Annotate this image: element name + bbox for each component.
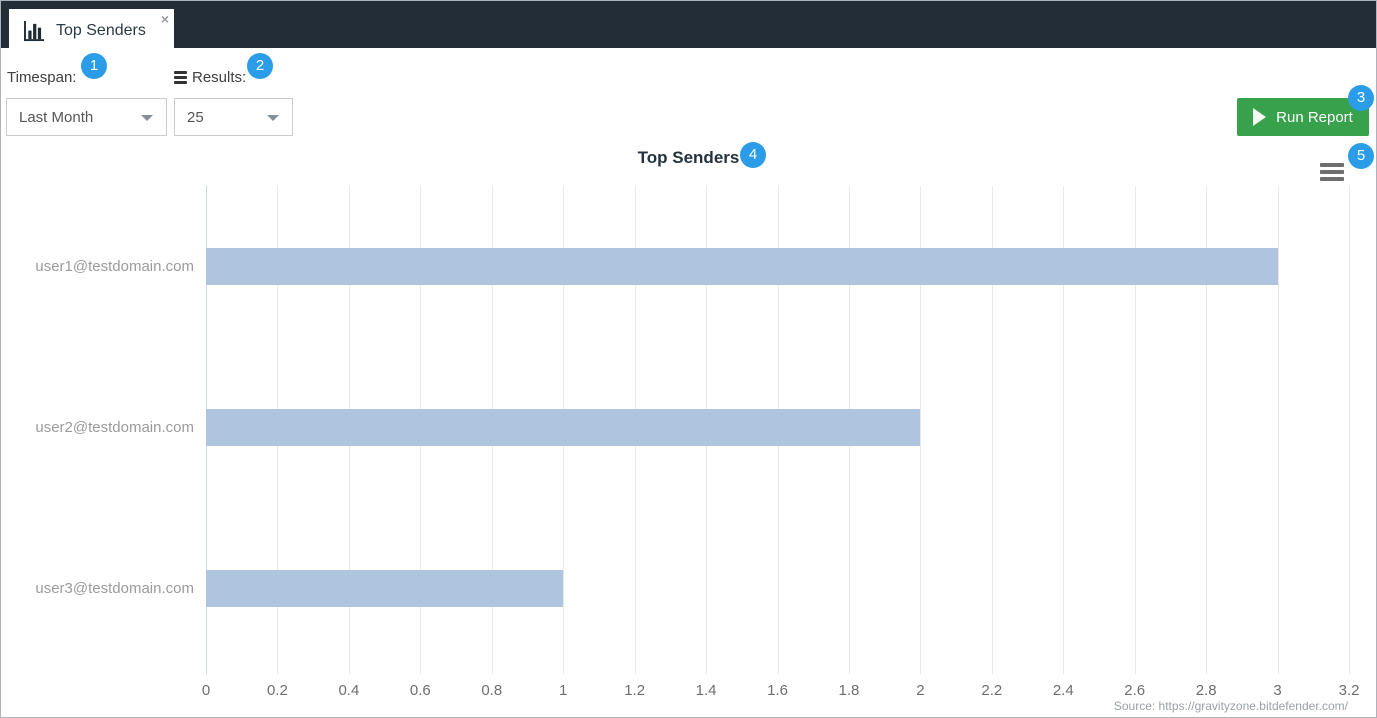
x-axis-tick-label: 1.8 [838, 682, 860, 699]
annotation-badge-5: 5 [1348, 143, 1374, 169]
x-axis-tick-label: 0 [201, 682, 211, 699]
timespan-selected-value: Last Month [19, 108, 94, 126]
annotation-badge-2: 2 [247, 53, 273, 79]
annotation-badge-4: 4 [740, 142, 766, 168]
hamburger-menu-icon[interactable] [1320, 163, 1344, 184]
y-axis-category-label: user2@testdomain.com [35, 418, 194, 436]
y-axis-category-label: user1@testdomain.com [35, 257, 194, 275]
run-report-label: Run Report [1276, 108, 1353, 126]
x-axis-tick-label: 1.6 [767, 682, 788, 699]
source-note: Source: https://gravityzone.bitdefender.… [1113, 699, 1348, 713]
timespan-label: Timespan: [7, 69, 77, 86]
tab-title: Top Senders [56, 22, 146, 39]
bar-user1@testdomain.com[interactable] [206, 248, 1278, 285]
x-axis-tick-label: 3.2 [1338, 682, 1360, 699]
chart-title: Top Senders [637, 148, 740, 167]
chevron-down-icon [267, 115, 279, 121]
timespan-dropdown[interactable]: Last Month [6, 98, 167, 136]
x-axis-tick-label: 2.4 [1052, 682, 1074, 699]
tab-top-senders[interactable]: Top Senders × [9, 9, 174, 53]
x-axis-tick-label: 1 [559, 682, 568, 699]
plot-area: 0 0.2 0.4 0.6 0.8 1 1.2 1.4 1.6 1.8 2 2.2 2.4 2.6 2.8 3… [35, 186, 1359, 699]
play-icon [1253, 108, 1267, 126]
x-axis-tick-label: 2.2 [981, 682, 1003, 699]
chevron-down-icon [141, 115, 153, 121]
x-axis-tick-label: 1.2 [624, 682, 646, 699]
bar-user2@testdomain.com[interactable] [206, 409, 921, 446]
x-axis-tick-label: 0.2 [267, 682, 288, 699]
x-axis-tick-label: 2.6 [1124, 682, 1146, 699]
run-report-button[interactable]: Run Report [1237, 98, 1369, 136]
x-axis-tick-label: 0.6 [409, 682, 431, 699]
gridline [1063, 186, 1065, 674]
close-icon[interactable]: × [160, 11, 169, 27]
list-icon [174, 69, 187, 86]
gridline [1206, 186, 1208, 674]
x-axis-tick-label: 2 [916, 682, 925, 699]
bar-user3@testdomain.com[interactable] [206, 570, 564, 607]
y-axis-category-label: user3@testdomain.com [35, 579, 194, 597]
annotation-badge-1: 1 [81, 53, 107, 79]
annotation-badge-3: 3 [1348, 85, 1374, 111]
gridline [1134, 186, 1136, 674]
bar-chart-icon [24, 20, 45, 41]
x-axis-tick-label: 0.8 [481, 682, 503, 699]
x-axis-tick-label: 0.4 [338, 682, 360, 699]
results-label: Results: [192, 69, 247, 86]
results-dropdown[interactable]: 25 [174, 98, 293, 136]
x-axis-tick-label: 3 [1273, 682, 1282, 699]
gridline [991, 186, 993, 674]
top-header-bar [1, 1, 1376, 48]
results-selected-value: 25 [187, 108, 204, 126]
x-axis-tick-label: 1.4 [695, 682, 717, 699]
results-label-group: Results: [174, 69, 246, 86]
x-axis-tick-label: 2.8 [1195, 682, 1217, 699]
gridline [1349, 186, 1350, 674]
gridline [920, 186, 922, 674]
gridline [1277, 186, 1279, 674]
